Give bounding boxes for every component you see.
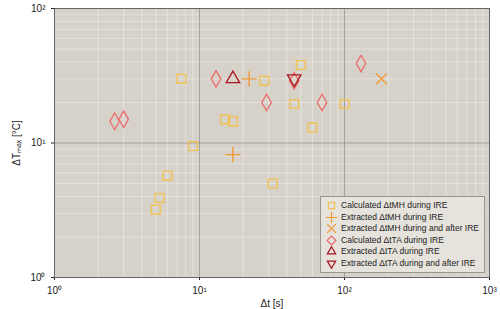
svg-text:10⁰: 10⁰: [30, 272, 45, 283]
html-text:Extracted ΔtMH during IRE: Extracted ΔtMH during IRE: [341, 211, 444, 222]
svg-text:10²: 10²: [337, 285, 352, 296]
svg-text:10¹: 10¹: [192, 285, 207, 296]
html-text:Extracted ΔtTA during and afte: Extracted ΔtTA during and after IRE: [341, 257, 476, 268]
svg-text:10⁰: 10⁰: [47, 285, 62, 296]
html-text:Calculated ΔtMH during IRE: Calculated ΔtMH during IRE: [341, 200, 448, 210]
svg-text:10¹: 10¹: [31, 137, 46, 148]
html-text:Extracted ΔtMH during and afte: Extracted ΔtMH during and after IRE: [341, 223, 479, 233]
svg-text:Δt [s]: Δt [s]: [261, 298, 284, 309]
svg-text:10³: 10³: [482, 285, 497, 296]
svg-text:ΔTₘₐₓ [°C]: ΔTₘₐₓ [°C]: [11, 120, 22, 166]
html-text:Extracted ΔtTA during IRE: Extracted ΔtTA during IRE: [341, 246, 440, 256]
html-text:Calculated ΔtTA during IRE: Calculated ΔtTA during IRE: [341, 234, 444, 245]
svg-text:10²: 10²: [31, 3, 46, 14]
